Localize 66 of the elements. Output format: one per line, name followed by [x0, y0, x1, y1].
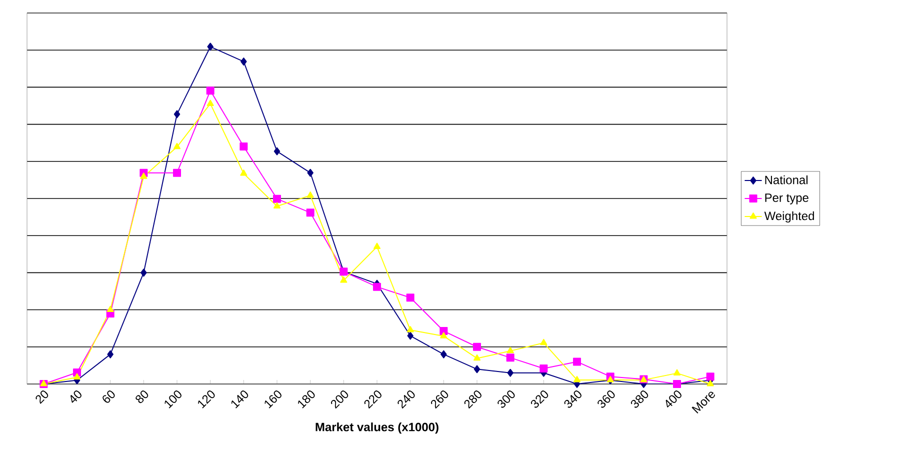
point: [440, 327, 448, 336]
point: [406, 294, 414, 302]
point: [473, 354, 481, 361]
point: [173, 142, 181, 150]
point: [306, 191, 314, 198]
x-tick-label: 360: [598, 390, 615, 408]
point: [573, 358, 581, 366]
x-tick-label: 280: [464, 390, 482, 409]
x-tick-label: 60: [102, 390, 115, 403]
x-tick-label: 120: [198, 390, 215, 408]
point: [673, 369, 681, 376]
point: [106, 306, 114, 312]
point: [207, 42, 214, 51]
point: [306, 208, 314, 217]
point: [474, 365, 480, 374]
point: [540, 338, 548, 346]
x-tick-label: 80: [136, 390, 148, 404]
x-tick-label: 240: [398, 390, 415, 409]
point: [107, 350, 114, 358]
point: [706, 380, 714, 386]
x-tick-label: 20: [36, 390, 48, 404]
x-tick-label: 160: [264, 390, 282, 408]
x-axis-title: Market values (x1000): [316, 422, 438, 434]
legend-label: Per type: [765, 194, 808, 204]
x-tick-label: 100: [164, 390, 182, 408]
x-tick-label: 180: [298, 390, 315, 408]
point: [206, 86, 214, 95]
point: [274, 147, 280, 156]
point: [340, 276, 348, 283]
point: [373, 242, 381, 249]
point: [507, 368, 514, 377]
x-tick-label: 260: [430, 390, 448, 409]
point: [407, 332, 414, 340]
legend-label: Weighted: [764, 211, 814, 223]
point: [440, 350, 447, 358]
x-tick-label: 400: [666, 390, 682, 408]
point: [373, 282, 382, 291]
point: [706, 372, 714, 381]
point: [140, 172, 148, 179]
x-tick-label: 380: [630, 390, 648, 408]
point: [506, 346, 514, 354]
point: [406, 326, 414, 332]
point: [206, 100, 214, 106]
legend-label: National: [765, 175, 808, 184]
point: [473, 342, 482, 351]
point: [240, 142, 248, 151]
point: [173, 168, 182, 177]
point: [240, 170, 248, 176]
point: [174, 110, 180, 118]
x-tick-label: 140: [231, 390, 248, 408]
point: [540, 364, 548, 372]
point: [307, 168, 314, 177]
point: [440, 332, 448, 338]
x-tick-label: 200: [330, 390, 348, 409]
point: [506, 354, 514, 362]
x-tick-label: 40: [70, 390, 82, 403]
point: [140, 268, 147, 277]
point: [73, 373, 81, 380]
x-tick-label: 340: [564, 390, 582, 408]
point: [273, 202, 281, 208]
x-tick-label: 300: [498, 390, 515, 408]
point: [573, 376, 581, 382]
point: [240, 58, 247, 66]
x-tick-label: 320: [530, 390, 548, 408]
point: [273, 194, 282, 203]
x-tick-label: 220: [364, 390, 382, 409]
